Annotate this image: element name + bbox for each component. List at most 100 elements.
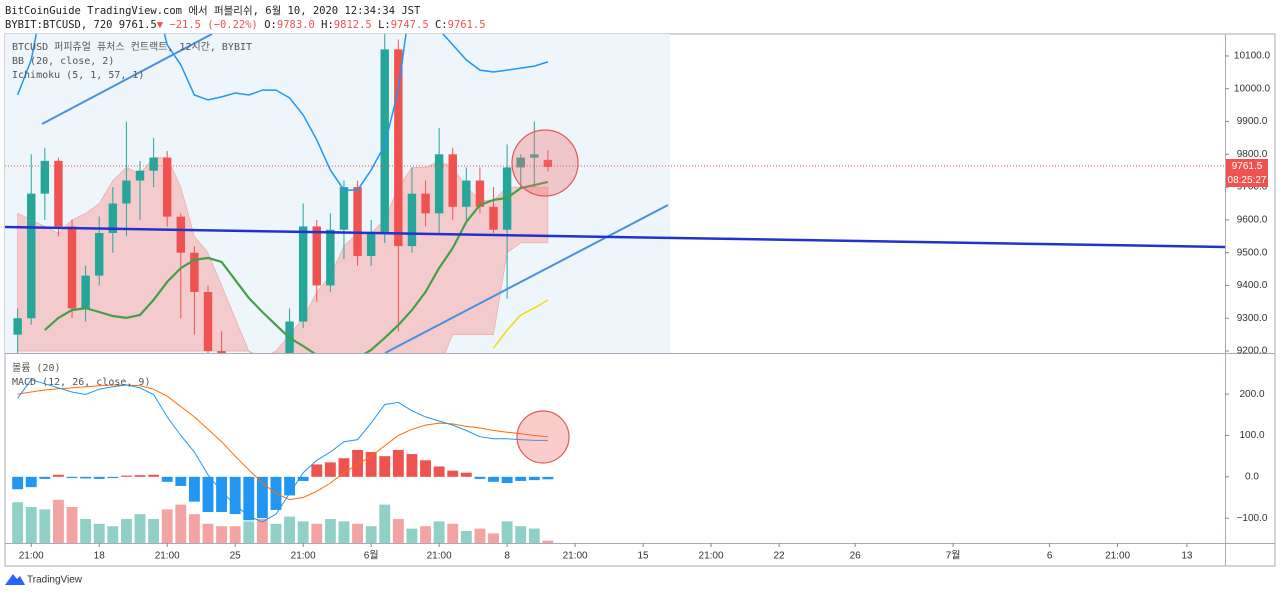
volume-bar xyxy=(392,519,404,543)
candle-body xyxy=(448,154,457,207)
candle-body xyxy=(326,229,335,286)
y-tick-label: 10100.0 xyxy=(1234,51,1271,62)
candle-body xyxy=(543,159,553,167)
change: ▼ −21.5 (−0.22%) xyxy=(157,19,258,31)
volume-bar xyxy=(134,514,146,543)
candle-body xyxy=(394,49,403,247)
legend-indicator: 볼륨 (20) xyxy=(12,362,61,374)
y-tick-label: 200.0 xyxy=(1239,389,1264,400)
volume-bar xyxy=(148,519,160,543)
histogram-bar xyxy=(229,476,241,515)
logo: TradingView xyxy=(5,574,83,586)
volume-bar xyxy=(311,523,323,543)
histogram-bar xyxy=(528,476,540,481)
x-tick-label: 21:00 xyxy=(291,551,316,562)
candle-body xyxy=(298,226,308,322)
volume-bar xyxy=(256,519,268,543)
macd-panel xyxy=(12,379,554,543)
histogram-bar xyxy=(134,475,146,477)
y-tick-label: 9800.0 xyxy=(1237,149,1268,160)
y-tick-label: 9700.0 xyxy=(1237,182,1268,193)
volume-bar xyxy=(120,519,132,543)
histogram-bar xyxy=(447,470,459,477)
trend-line xyxy=(384,204,669,353)
horizontal-trend-line xyxy=(5,225,1225,249)
histogram-bar xyxy=(25,476,37,488)
candle-body xyxy=(203,292,213,352)
histogram-bar xyxy=(338,458,350,477)
histogram-bar xyxy=(93,476,105,479)
ohlc-label: L: xyxy=(378,19,391,31)
volume-bar xyxy=(52,499,64,543)
volume-bar xyxy=(324,519,336,543)
candle-body xyxy=(149,157,158,171)
x-tick-label: 13 xyxy=(1181,551,1193,562)
candle-body xyxy=(176,216,186,253)
histogram-bar xyxy=(256,476,268,519)
y-tick-label: 9900.0 xyxy=(1237,116,1268,127)
ohlc-label: O: xyxy=(264,19,277,31)
histogram-bar xyxy=(161,476,173,482)
candle-body xyxy=(312,226,321,286)
volume-bar xyxy=(216,526,228,543)
volume-bar xyxy=(175,504,187,543)
candle-body xyxy=(339,187,349,230)
candle-body xyxy=(95,233,104,276)
candle-body xyxy=(462,180,471,207)
countdown-text: 08:25:27 xyxy=(1228,175,1267,186)
candle-body xyxy=(380,49,389,234)
histogram-bar xyxy=(52,474,64,477)
y-tick-label: −100.0 xyxy=(1237,513,1268,524)
histogram-bar xyxy=(379,456,391,477)
candle-body xyxy=(489,206,498,230)
candle-body xyxy=(434,154,444,214)
ohlc-label: C: xyxy=(435,19,448,31)
x-tick-label: 26 xyxy=(850,551,862,562)
histogram-bar xyxy=(216,476,228,512)
volume-bar xyxy=(297,521,309,543)
y-tick-label: 9400.0 xyxy=(1237,280,1268,291)
candle-body xyxy=(407,193,417,247)
logo-text: TradingView xyxy=(27,575,83,586)
candle-body xyxy=(217,351,226,353)
histogram-bar xyxy=(460,472,472,477)
volume-bar xyxy=(433,521,445,543)
candle-body xyxy=(13,318,22,335)
x-tick-label: 18 xyxy=(94,551,106,562)
highlight-circle xyxy=(516,410,570,464)
volume-bar xyxy=(474,528,486,543)
y-tick-label: 10000.0 xyxy=(1234,83,1271,94)
volume-bar xyxy=(284,516,296,543)
histogram-bar xyxy=(365,452,377,477)
candle-body xyxy=(54,160,63,227)
publisher: BitCoinGuide TradingView.com 에서 퍼블리쉬, 6월… xyxy=(5,5,421,17)
ohlc-label: H: xyxy=(321,19,334,31)
candle-body xyxy=(27,193,36,319)
histogram-bar xyxy=(392,449,404,477)
axes: 9200.0 9300.0 9400.0 9500.0 9600.0 9700.0 9800… xyxy=(19,51,1271,562)
candle-body xyxy=(475,180,485,207)
last: 9761.5 xyxy=(119,19,157,31)
volume-bar xyxy=(80,519,92,543)
candle-body xyxy=(135,170,145,181)
volume-bar xyxy=(406,528,418,543)
price-badge-text: 9761.5 xyxy=(1232,161,1263,172)
y-tick-label: 0.0 xyxy=(1245,471,1259,482)
volume-bar xyxy=(379,504,391,543)
ohlc-value: 9747.5 xyxy=(391,19,429,31)
y-tick-label: 9300.0 xyxy=(1237,313,1268,324)
histogram-bar xyxy=(188,476,200,502)
histogram-bar xyxy=(515,476,527,481)
histogram-bar xyxy=(488,476,499,482)
x-tick-label: 21:00 xyxy=(1105,551,1130,562)
x-tick-label: 21:00 xyxy=(155,551,180,562)
ohlc-value: 9812.5 xyxy=(334,19,372,31)
y-tick-label: 9600.0 xyxy=(1237,215,1268,226)
candle-body xyxy=(421,193,430,214)
legend-title: BTCUSD 퍼피츄얼 퓨처스 컨트랙트, 12시간, BYBIT xyxy=(12,41,252,53)
indicator-line xyxy=(44,180,549,353)
histogram-bar xyxy=(352,449,363,477)
candle-body xyxy=(122,180,131,204)
volume-bar xyxy=(528,528,540,543)
histogram-bar xyxy=(107,476,119,479)
